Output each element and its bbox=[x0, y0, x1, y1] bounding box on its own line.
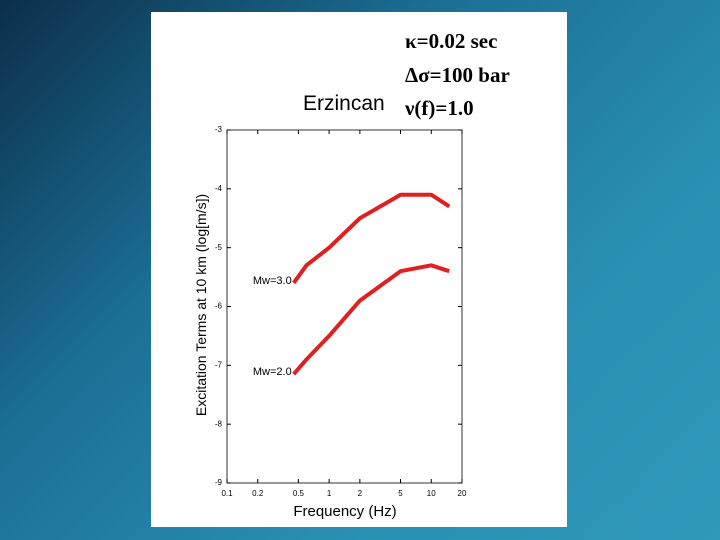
param: ν(f)=1.0 bbox=[404, 96, 474, 120]
series-label: Mw=3.0 bbox=[253, 275, 292, 287]
x-tick-label: 20 bbox=[458, 489, 467, 498]
series-line bbox=[292, 263, 450, 376]
x-axis-label: Frequency (Hz) bbox=[293, 503, 396, 520]
param: Δσ=100 bar bbox=[405, 63, 510, 87]
x-tick-label: 2 bbox=[358, 489, 363, 498]
x-tick-label: 5 bbox=[398, 489, 403, 498]
chart-title: Erzincan bbox=[303, 92, 385, 115]
panel bbox=[151, 12, 567, 527]
y-tick-label: -7 bbox=[215, 360, 223, 369]
y-tick-label: -6 bbox=[215, 302, 223, 311]
x-tick-label: 10 bbox=[427, 489, 436, 498]
y-tick-label: -5 bbox=[215, 243, 223, 252]
series-line bbox=[292, 192, 451, 285]
x-tick-label: 0.5 bbox=[293, 489, 305, 498]
x-tick-label: 0.2 bbox=[252, 489, 264, 498]
y-tick-label: -4 bbox=[215, 184, 223, 193]
y-tick-label: -8 bbox=[215, 419, 223, 428]
y-tick-label: -9 bbox=[215, 478, 223, 487]
x-tick-label: 1 bbox=[327, 489, 332, 498]
param: κ=0.02 sec bbox=[405, 29, 497, 53]
x-tick-label: 0.1 bbox=[221, 489, 233, 498]
y-tick-label: -3 bbox=[215, 125, 223, 134]
y-axis-label: Excitation Terms at 10 km (log[m/s]) bbox=[193, 194, 209, 416]
series-label: Mw=2.0 bbox=[253, 366, 292, 378]
